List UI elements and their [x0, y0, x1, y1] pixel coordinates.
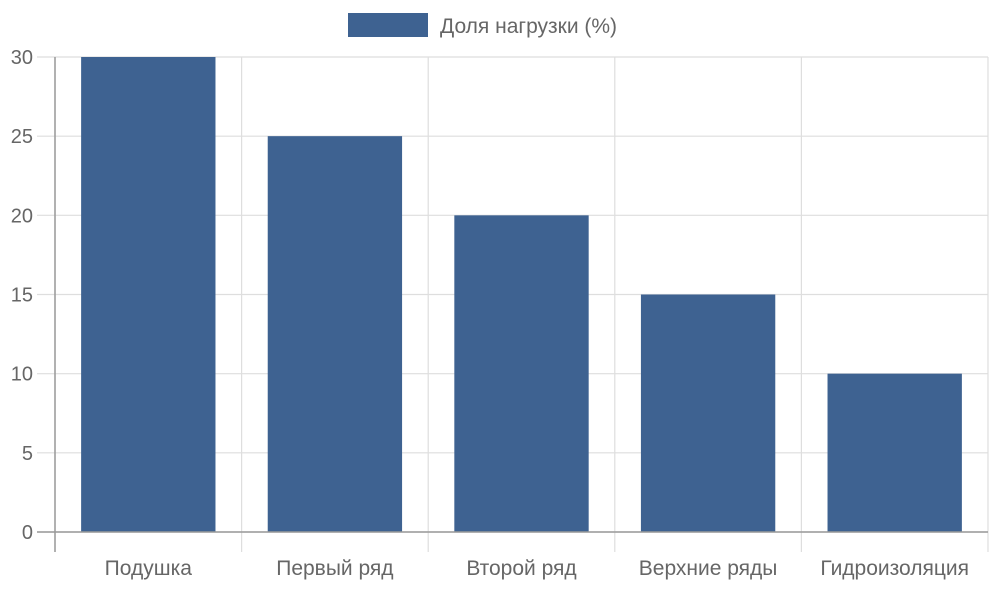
x-tick-label: Первый ряд	[276, 557, 393, 580]
y-tick-label: 30	[11, 47, 33, 69]
y-tick-label: 5	[22, 443, 33, 465]
y-tick-label: 25	[11, 126, 33, 148]
legend-swatch[interactable]	[348, 13, 428, 37]
legend-label[interactable]: Доля нагрузки (%)	[440, 15, 617, 38]
bar	[81, 57, 216, 532]
y-tick-label: 10	[11, 364, 33, 386]
legend[interactable]: Доля нагрузки (%)	[348, 13, 617, 38]
y-tick-label: 15	[11, 285, 33, 307]
y-tick-label: 20	[11, 205, 33, 227]
bar	[640, 294, 776, 532]
x-tick-label: Верхние ряды	[639, 557, 778, 580]
bars	[81, 57, 962, 533]
bar	[454, 215, 589, 533]
axes	[37, 57, 988, 552]
y-tick-labels: 0 5 10 15 20 25 30	[11, 47, 33, 544]
x-tick-label: Подушка	[105, 557, 193, 580]
bar	[827, 373, 962, 532]
x-tick-label: Гидроизоляция	[820, 557, 969, 580]
bar	[267, 136, 403, 532]
x-tick-label: Второй ряд	[466, 557, 576, 580]
x-tick-labels: Подушка Первый ряд Второй ряд Верхние ряды Г…	[105, 557, 969, 580]
y-tick-label: 0	[22, 522, 33, 544]
